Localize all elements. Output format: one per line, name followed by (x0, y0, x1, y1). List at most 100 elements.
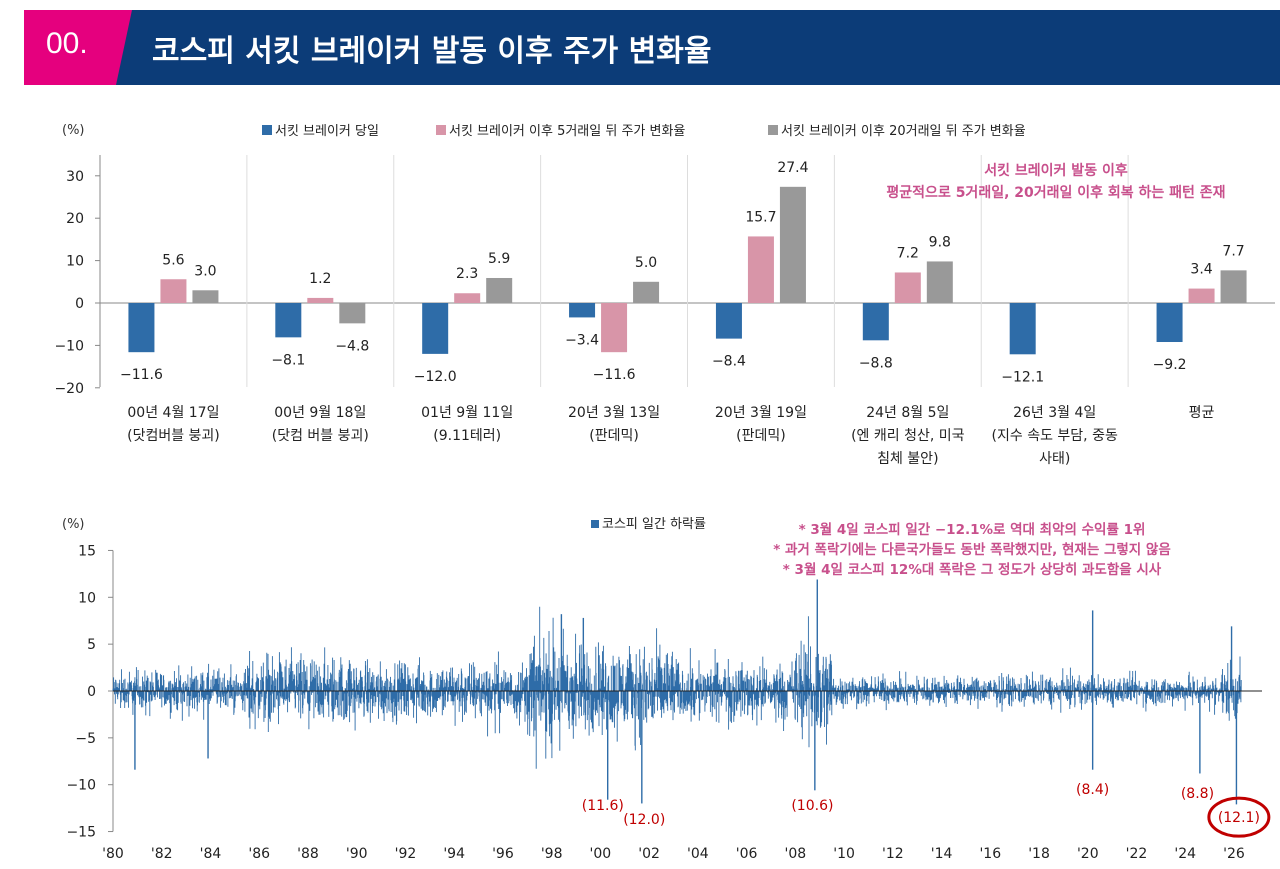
data-label: 3.0 (194, 263, 216, 279)
data-label: 27.4 (777, 160, 808, 176)
legend-label: 서킷 브레이커 이후 20거래일 뒤 주가 변화율 (781, 124, 1026, 139)
bar (1156, 303, 1183, 343)
bar (339, 303, 366, 324)
data-label: 7.2 (897, 245, 919, 261)
y-tick-label: 15 (78, 543, 96, 559)
category-label: (9.11테러) (433, 428, 501, 444)
y-tick-label: 0 (87, 684, 96, 700)
data-label: 5.0 (635, 255, 657, 271)
y-tick-label: −15 (66, 825, 96, 841)
bar (779, 186, 806, 303)
bar (454, 293, 481, 303)
data-label: −8.4 (712, 354, 746, 370)
x-tick-label: '22 (1126, 846, 1148, 862)
bar (1220, 270, 1247, 303)
callout-circle (1207, 796, 1271, 838)
data-label: 2.3 (456, 266, 478, 282)
data-label: 9.8 (929, 234, 951, 250)
category-label: (닷컴버블 붕괴) (127, 428, 220, 444)
x-tick-label: '00 (590, 846, 612, 862)
bar (601, 303, 628, 353)
callout-label: (8.8) (1181, 786, 1214, 802)
bar (1188, 288, 1215, 303)
y-tick-label: −10 (54, 338, 84, 354)
callout-label: (8.4) (1076, 782, 1109, 798)
callout-label: (11.6) (582, 798, 624, 814)
x-tick-label: '04 (687, 846, 709, 862)
y-axis-unit: (%) (62, 517, 85, 532)
bar (422, 303, 449, 354)
data-label: −8.1 (271, 352, 305, 368)
x-tick-label: '18 (1028, 846, 1050, 862)
bar (633, 281, 660, 303)
category-label: 24년 8월 5일 (866, 405, 949, 421)
page-title: 코스피 서킷 브레이커 발동 이후 주가 변화율 (152, 34, 712, 69)
x-tick-label: '14 (931, 846, 953, 862)
category-label: 평균 (1189, 405, 1215, 421)
bar (569, 303, 596, 318)
x-tick-label: '80 (102, 846, 124, 862)
bar (926, 261, 953, 303)
header-number: 00. (46, 27, 88, 60)
data-label: 15.7 (745, 209, 776, 225)
bar (128, 303, 155, 353)
legend-swatch (591, 520, 599, 528)
category-label: 침체 불안) (877, 451, 938, 467)
annotation-text: * 3월 4일 코스피 일간 −12.1%로 역대 최악의 수익률 1위 (799, 521, 1146, 538)
daily-change-series (112, 606, 1242, 769)
legend-label: 서킷 브레이커 이후 5거래일 뒤 주가 변화율 (449, 124, 685, 139)
bar (307, 297, 334, 303)
y-tick-label: 5 (87, 637, 96, 653)
callout-label: (12.1) (1218, 810, 1260, 826)
callout-label: (12.0) (623, 812, 665, 828)
y-tick-label: −10 (66, 778, 96, 794)
data-label: −12.0 (414, 369, 457, 385)
data-label: 3.4 (1190, 262, 1212, 278)
legend-label: 서킷 브레이커 당일 (275, 124, 379, 139)
bar (160, 279, 187, 303)
category-label: 26년 3월 4일 (1013, 405, 1096, 421)
data-label: 1.2 (309, 271, 331, 287)
data-label: −12.1 (1001, 369, 1044, 385)
x-tick-label: '10 (833, 846, 855, 862)
annotation-text: * 과거 폭락기에는 다른국가들도 동반 폭락했지만, 현재는 그렇지 않음 (773, 541, 1171, 558)
data-label: 5.9 (488, 251, 510, 267)
x-tick-label: '88 (297, 846, 319, 862)
category-label: 20년 3월 13일 (568, 405, 660, 421)
category-label: (엔 캐리 청산, 미국 (851, 428, 965, 444)
y-tick-label: 20 (66, 211, 84, 227)
x-tick-label: '82 (151, 846, 173, 862)
legend-swatch (436, 125, 446, 135)
x-tick-label: '02 (638, 846, 660, 862)
data-label: −3.4 (565, 332, 599, 348)
bar (862, 303, 889, 341)
bar (486, 277, 513, 303)
data-label: 5.6 (162, 252, 184, 268)
legend-swatch (768, 125, 778, 135)
x-tick-label: '90 (346, 846, 368, 862)
x-tick-label: '86 (248, 846, 270, 862)
legend-label: 코스피 일간 하락률 (602, 517, 706, 532)
x-tick-label: '16 (979, 846, 1001, 862)
x-tick-label: '20 (1077, 846, 1099, 862)
category-label: 01년 9월 11일 (421, 405, 513, 421)
y-tick-label: 10 (66, 254, 84, 270)
category-label: (판데믹) (736, 428, 786, 444)
data-label: −11.6 (593, 367, 636, 383)
bar (1009, 303, 1036, 355)
bar (715, 303, 742, 339)
data-label: 7.7 (1222, 243, 1244, 259)
y-tick-label: 10 (78, 590, 96, 606)
bar (894, 272, 921, 303)
y-tick-label: −20 (54, 381, 84, 397)
y-axis-unit: (%) (62, 123, 85, 138)
callout-label: (10.6) (791, 798, 833, 814)
x-tick-label: '94 (443, 846, 465, 862)
circuit-breaker-bar-chart: (%) −20 −10 0 10 20 30 서킷 브레이커 당일 서킷 브레이커 이후 5거래… (54, 123, 1275, 467)
category-label: (닷컴 버블 붕괴) (272, 428, 369, 444)
bar (747, 236, 774, 303)
data-label: −11.6 (120, 367, 163, 383)
annotation-text: 서킷 브레이커 발동 이후 (984, 162, 1128, 179)
data-label: −8.8 (859, 355, 893, 371)
